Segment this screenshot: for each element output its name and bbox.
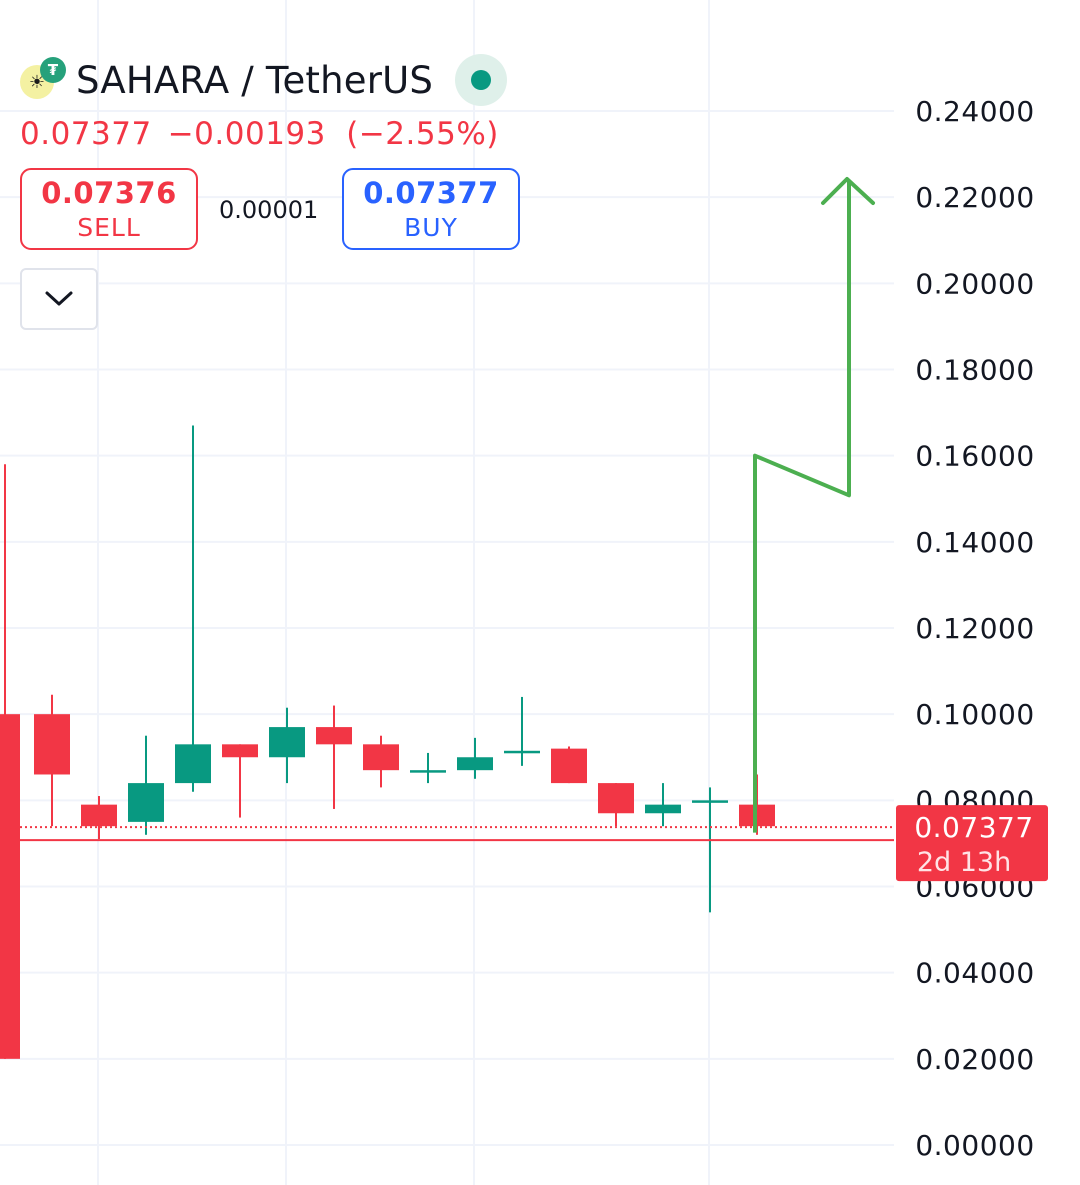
sell-label: SELL <box>77 213 141 242</box>
candle-body <box>0 714 20 1059</box>
candle <box>551 746 587 784</box>
axis-tick-label: 0.22000 <box>915 181 1034 214</box>
axis-tick-label: 0.20000 <box>915 267 1034 300</box>
sell-price: 0.07376 <box>41 176 177 210</box>
candle <box>81 796 117 840</box>
price-label-box <box>896 805 1048 882</box>
candle-body <box>269 727 305 758</box>
candle-body <box>457 757 493 771</box>
annotation-arrow-shaft <box>753 181 851 833</box>
axis-tick-label: 0.14000 <box>915 526 1034 559</box>
axis-tick-label: 0.10000 <box>915 698 1034 731</box>
candle <box>0 464 20 1059</box>
price-label-value: 0.07377 <box>914 811 1033 844</box>
symbol-row: ☀ ₮ SAHARA / TetherUS <box>20 52 508 108</box>
candle-body <box>645 804 681 814</box>
price-change-percent: (−2.55%) <box>346 116 499 152</box>
candle-body <box>175 744 211 784</box>
price-label-countdown: 2d 13h <box>917 847 1011 878</box>
sell-button[interactable]: 0.07376 SELL <box>20 168 198 250</box>
axis-tick-label: 0.18000 <box>915 354 1034 387</box>
candle <box>598 783 634 827</box>
buy-label: BUY <box>404 213 458 242</box>
candle-body <box>34 714 70 775</box>
pair-logo: ☀ ₮ <box>20 57 66 103</box>
annotation-arrow-head <box>821 177 875 205</box>
candle <box>34 694 70 827</box>
quote-row: 0.07377 −0.00193 (−2.55%) <box>20 116 499 152</box>
axis-tick-label: 0.24000 <box>915 95 1034 128</box>
axis-tick-label: 0.00000 <box>915 1129 1034 1162</box>
candle <box>128 735 164 835</box>
last-price: 0.07377 <box>20 116 152 152</box>
chevron-down-icon <box>45 291 73 306</box>
candle-body <box>128 783 164 822</box>
price-change: −0.00193 <box>167 116 326 152</box>
candle <box>457 737 493 779</box>
candle <box>175 425 211 792</box>
live-status-icon[interactable] <box>455 54 508 106</box>
candle <box>316 705 352 809</box>
candle-body <box>598 783 634 814</box>
annotation-arrow <box>753 177 875 833</box>
candle-body <box>692 800 728 803</box>
tether-logo-icon: ₮ <box>40 57 66 83</box>
buy-button[interactable]: 0.07377 BUY <box>342 168 520 250</box>
spread-value: 0.00001 <box>219 196 319 224</box>
current-price-line <box>0 826 894 842</box>
chart-grid <box>0 0 894 1185</box>
candle-body <box>316 727 352 745</box>
symbol-header: ☀ ₮ SAHARA / TetherUS 0.07377 −0.00193 (−… <box>20 52 520 330</box>
expand-toggle-button[interactable] <box>20 268 98 330</box>
buy-price: 0.07377 <box>363 176 499 210</box>
candle-body <box>410 770 446 773</box>
axis-tick-label: 0.16000 <box>915 440 1034 473</box>
price-axis: 0.24000 0.22000 0.20000 0.18000 0.16000 0.140… <box>896 95 1048 1162</box>
candle <box>692 787 728 913</box>
axis-tick-label: 0.12000 <box>915 612 1034 645</box>
candle-body <box>222 744 258 758</box>
candle <box>645 783 681 827</box>
candles <box>0 425 775 1059</box>
candle <box>504 696 540 766</box>
candle-body <box>504 750 540 754</box>
axis-tick-label: 0.04000 <box>915 957 1034 990</box>
axis-tick-label: 0.02000 <box>915 1043 1034 1076</box>
candle <box>222 744 258 818</box>
symbol-name[interactable]: SAHARA / TetherUS <box>76 58 434 102</box>
candle <box>363 735 399 788</box>
candle-body <box>551 748 587 784</box>
candle <box>410 752 446 784</box>
candle <box>269 707 305 784</box>
candle-body <box>363 744 399 771</box>
candle-body <box>81 804 117 827</box>
